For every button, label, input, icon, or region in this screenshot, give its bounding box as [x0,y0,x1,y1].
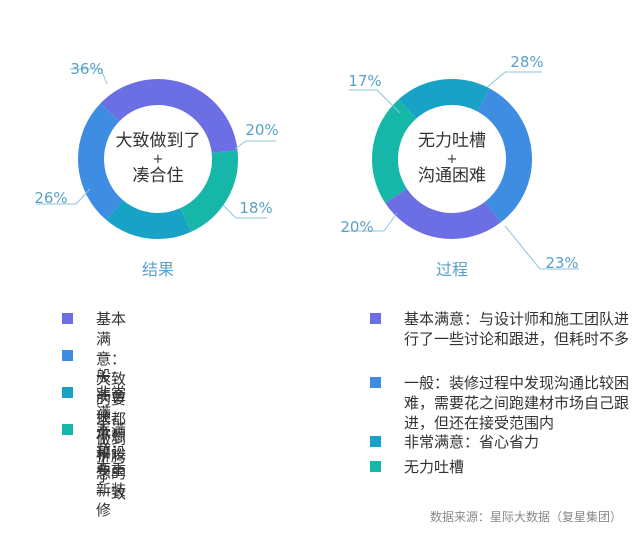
legend-swatch [62,387,73,398]
slice-percent-label: 28% [510,53,543,71]
donut-slice [179,150,238,232]
leader-line [345,212,398,232]
donut-slice [476,88,532,223]
legend-label: 不满意：要重新装修 [96,421,127,519]
legend-label: 基本满意：与设计师和施工团队进行了一些讨论和跟进，但耗时不多 [404,310,630,348]
legend-label: 无力吐槽 [404,458,465,476]
slice-percent-label: 20% [245,121,278,139]
slice-percent-label: 36% [70,60,103,78]
legend-swatch [370,461,381,472]
leader-line [349,89,401,114]
leader-line [70,68,108,85]
legend-swatch [370,313,381,324]
legend-label: 一般：凑合住，不想折腾了 [96,347,127,485]
donut-center-text: 无力吐槽 [418,131,486,151]
slice-percent-label: 17% [348,72,381,90]
donut-slice [106,199,192,239]
leader-line [222,204,267,219]
legend-label: 非常满意：省心省力 [404,433,540,451]
legend-swatch [370,436,381,447]
slice-percent-label: 20% [340,218,373,236]
donut-slice [372,99,417,203]
slice-percent-label: 23% [545,254,578,272]
data-source-note: 数据来源：星际大数据（复星集团） [429,510,622,524]
leader-line [36,188,91,205]
donut-slice [78,103,124,220]
chart-caption: 结果 [142,260,174,279]
donut-center-text: 沟通困难 [418,166,486,186]
donut-center-text: 大致做到了 [116,131,201,151]
chart-caption: 过程 [436,260,468,279]
slice-percent-label: 18% [239,199,272,217]
legend-swatch [62,350,73,361]
donut-center-text: 凑合住 [133,166,184,186]
legend-label: 非常满意：和设想的一致 [96,384,127,502]
donut-slice [385,188,501,239]
donut-slice [398,79,490,119]
legend-swatch [370,377,381,388]
legend-label: 基本满意：大致的要求都做到了 [96,310,127,468]
leader-line [234,140,276,150]
donut-center-text: + [447,152,458,167]
donut-slice [100,79,238,154]
legend-label: 一般：装修过程中发现沟通比较困难，需要花之间跑建材市场自己跟进，但还在接受范围内 [404,374,630,432]
donut-center-text: + [153,152,164,167]
legend-swatch [62,424,73,435]
donut-charts: 36%20%18%26%大致做到了+凑合住结果28%23%20%17%无力吐槽+… [34,53,579,279]
slice-percent-label: 26% [34,189,67,207]
leader-line [504,225,579,270]
legend-swatch [62,313,73,324]
